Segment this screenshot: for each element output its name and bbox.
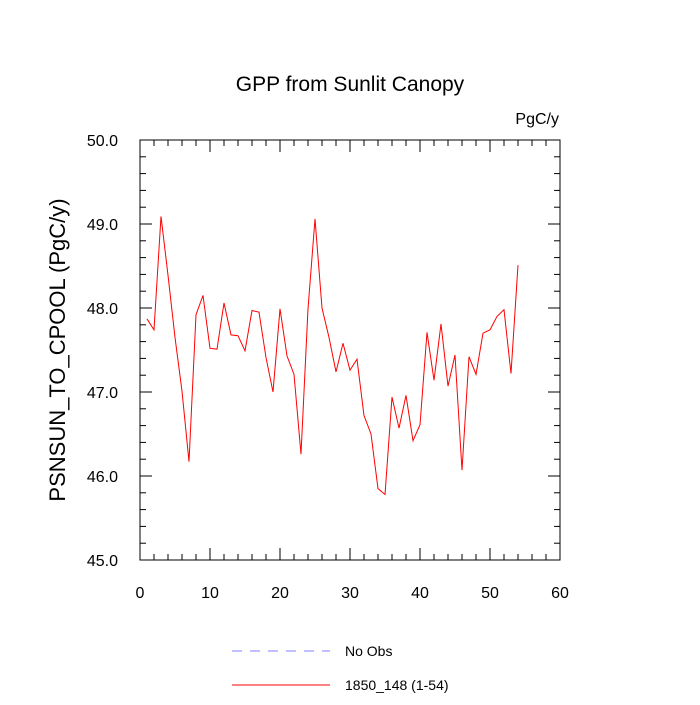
legend: No Obs 1850_148 (1-54) xyxy=(232,643,449,693)
x-tick-label: 40 xyxy=(411,585,429,602)
series-line xyxy=(146,216,519,496)
x-tick-label: 10 xyxy=(201,585,219,602)
x-tick-label: 60 xyxy=(551,585,569,602)
y-axis-label: PSNSUN_TO_CPOOL (PgC/y) xyxy=(45,198,70,501)
data-series-layer xyxy=(146,216,519,496)
axis-tick-labels: 0 10 20 30 40 50 60 45.0 46.0 47.0 48.0 49.0 50.0 xyxy=(87,133,569,602)
x-tick-label: 20 xyxy=(271,585,289,602)
legend-label: No Obs xyxy=(345,643,392,659)
axis-ticks xyxy=(139,139,561,561)
y-tick-label: 49.0 xyxy=(87,217,118,234)
x-tick-label: 50 xyxy=(481,585,499,602)
x-tick-label: 30 xyxy=(341,585,359,602)
plot-frame xyxy=(139,139,561,561)
y-tick-label: 50.0 xyxy=(87,133,118,150)
y-tick-label: 46.0 xyxy=(87,469,118,486)
y-tick-label: 48.0 xyxy=(87,301,118,318)
x-tick-label: 0 xyxy=(136,585,145,602)
legend-label: 1850_148 (1-54) xyxy=(345,677,449,693)
y-tick-label: 47.0 xyxy=(87,385,118,402)
units-label: PgC/y xyxy=(515,111,559,128)
chart-title: GPP from Sunlit Canopy xyxy=(236,73,465,96)
y-tick-label: 45.0 xyxy=(87,553,118,570)
